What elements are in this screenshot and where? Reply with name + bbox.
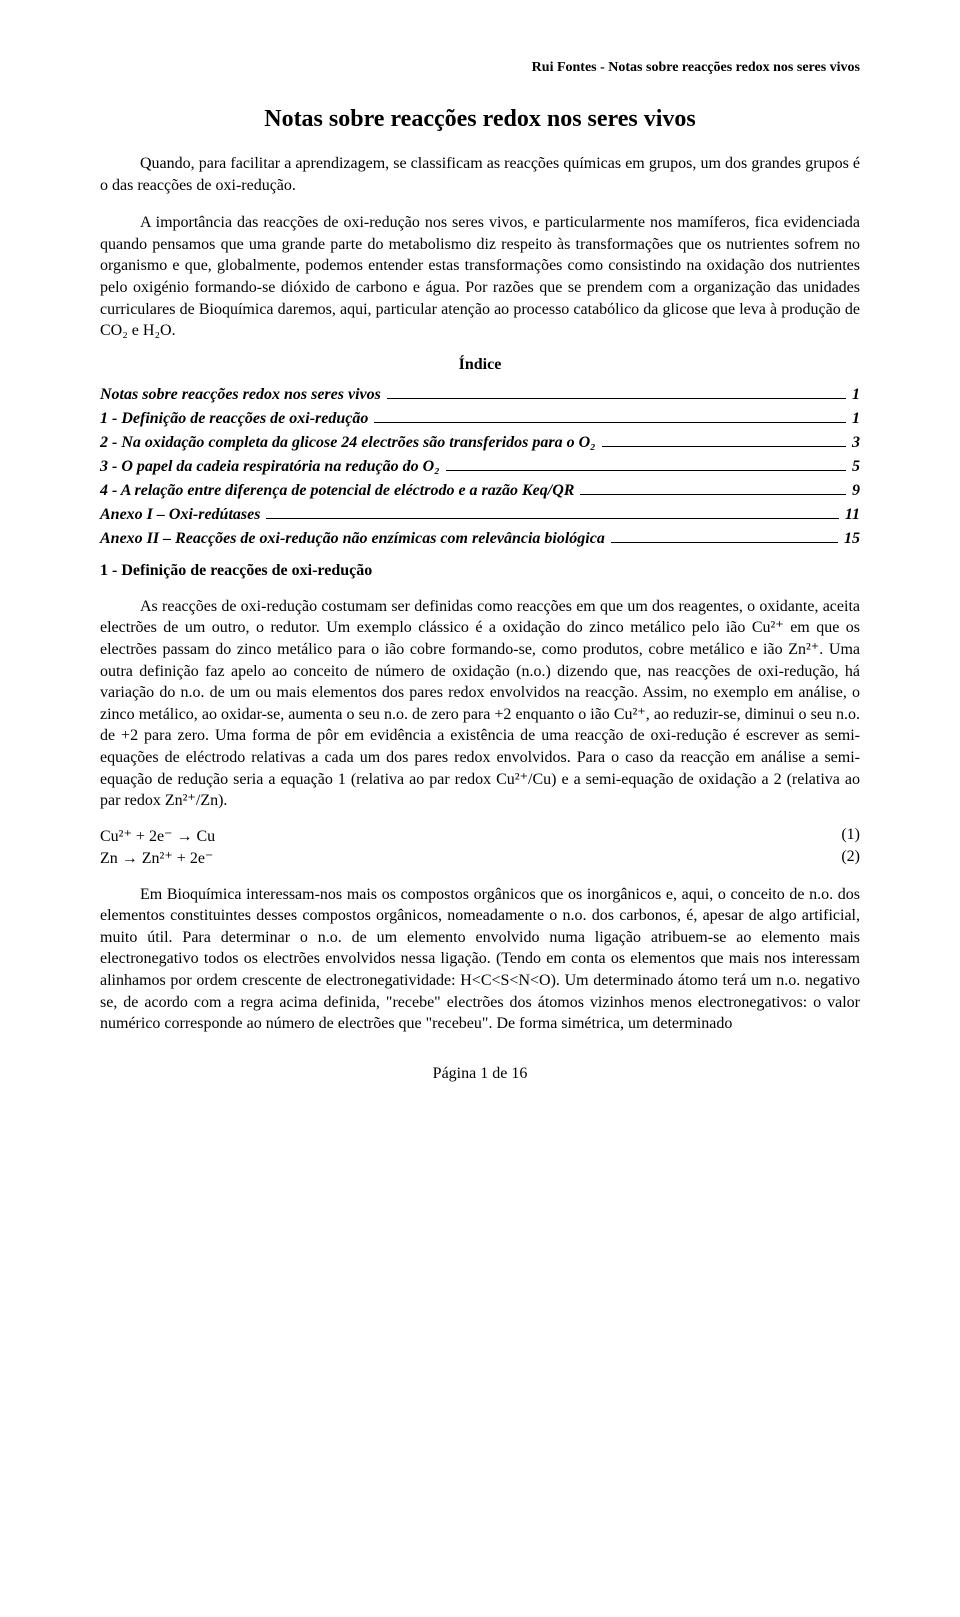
page: Rui Fontes - Notas sobre reacções redox … [0,0,960,1143]
toc-leader [602,445,846,447]
page-footer: Página 1 de 16 [100,1065,860,1083]
toc-leader [611,541,838,543]
equation-1-body: Cu²⁺ + 2e⁻ → Cu [100,826,215,846]
equation-1-number: (1) [841,826,860,846]
toc-row: Anexo II – Reacções de oxi-redução não e… [100,530,860,548]
equation-2-number: (2) [841,848,860,868]
toc-heading: Índice [100,356,860,374]
intro-paragraph-2: A importância das reacções de oxi-reduçã… [100,212,860,342]
toc-row: 2 - Na oxidação completa da glicose 24 e… [100,434,860,452]
table-of-contents: Notas sobre reacções redox nos seres viv… [100,386,860,548]
equations-block: Cu²⁺ + 2e⁻ → Cu (1) Zn → Zn²⁺ + 2e⁻ (2) [100,826,860,868]
equation-2-body: Zn → Zn²⁺ + 2e⁻ [100,848,213,868]
toc-row: Anexo I – Oxi-redútases 11 [100,506,860,524]
toc-leader [446,469,846,471]
toc-label: 2 - Na oxidação completa da glicose 24 e… [100,434,596,452]
toc-label: Notas sobre reacções redox nos seres viv… [100,386,381,404]
toc-row: Notas sobre reacções redox nos seres viv… [100,386,860,404]
toc-row: 4 - A relação entre diferença de potenci… [100,482,860,500]
section-1-paragraph-1: As reacções de oxi-redução costumam ser … [100,596,860,812]
toc-page: 5 [852,458,860,476]
toc-page: 9 [852,482,860,500]
running-header: Rui Fontes - Notas sobre reacções redox … [100,60,860,76]
equation-2: Zn → Zn²⁺ + 2e⁻ (2) [100,848,860,868]
toc-label: 4 - A relação entre diferença de potenci… [100,482,574,500]
section-1-heading: 1 - Definição de reacções de oxi-redução [100,562,860,580]
toc-row: 1 - Definição de reacções de oxi-redução… [100,410,860,428]
document-title: Notas sobre reacções redox nos seres viv… [100,106,860,133]
toc-page: 15 [844,530,860,548]
toc-page: 3 [852,434,860,452]
toc-page: 1 [852,410,860,428]
toc-page: 1 [852,386,860,404]
toc-page: 11 [845,506,860,524]
toc-label: 1 - Definição de reacções de oxi-redução [100,410,368,428]
toc-leader [387,397,846,399]
toc-leader [374,421,846,423]
intro-paragraph-1: Quando, para facilitar a aprendizagem, s… [100,153,860,196]
toc-leader [266,517,838,519]
toc-row: 3 - O papel da cadeia respiratória na re… [100,458,860,476]
toc-label: Anexo II – Reacções de oxi-redução não e… [100,530,605,548]
toc-leader [580,493,846,495]
equation-1: Cu²⁺ + 2e⁻ → Cu (1) [100,826,860,846]
toc-label: 3 - O papel da cadeia respiratória na re… [100,458,440,476]
section-1-paragraph-2: Em Bioquímica interessam-nos mais os com… [100,884,860,1035]
toc-label: Anexo I – Oxi-redútases [100,506,260,524]
